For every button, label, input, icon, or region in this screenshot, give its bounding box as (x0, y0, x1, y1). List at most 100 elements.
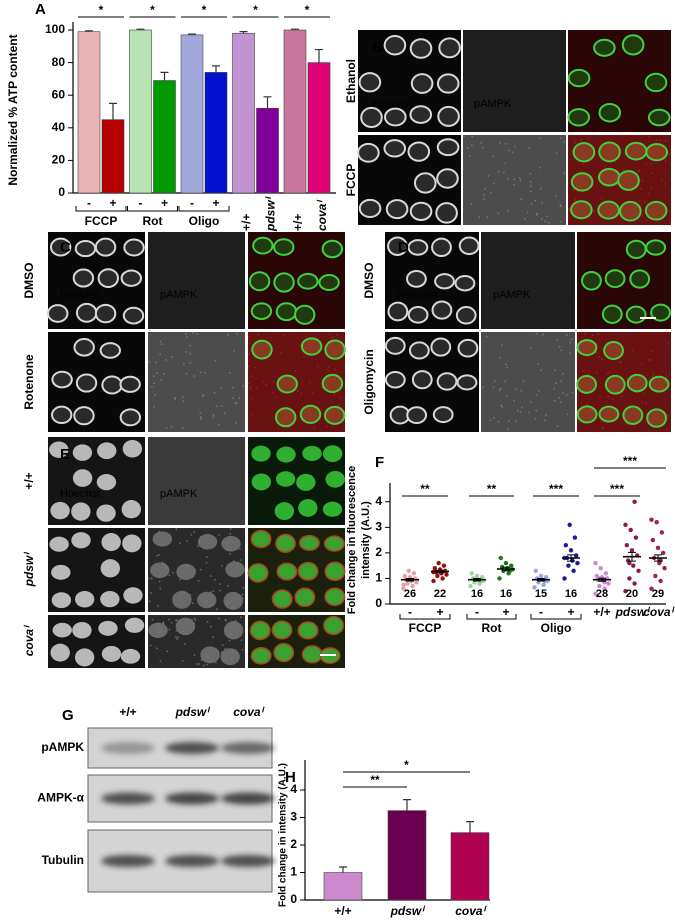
speckle (528, 146, 530, 149)
speckle (224, 412, 226, 414)
speckle (232, 560, 235, 562)
nucleus (570, 172, 594, 192)
speckle (220, 386, 222, 389)
x-tick-label: +/+ (593, 605, 610, 619)
data-point (503, 560, 509, 566)
speckle (165, 426, 168, 429)
speckle (213, 391, 216, 394)
speckle (325, 425, 328, 428)
speckle (184, 643, 186, 645)
nucleus (357, 142, 380, 163)
data-point (432, 566, 437, 571)
speckle (161, 561, 164, 564)
speckle (520, 198, 522, 201)
speckle (540, 369, 542, 371)
speckle (498, 170, 500, 173)
speckle (152, 375, 155, 377)
speckle (206, 663, 208, 666)
nucleus (152, 531, 173, 547)
bar (307, 62, 331, 194)
speckle (154, 394, 156, 396)
speckle (644, 201, 646, 203)
image-background (148, 232, 245, 329)
micrograph (385, 232, 480, 329)
nucleus (276, 374, 298, 394)
data-point (497, 576, 502, 581)
speckle (593, 210, 595, 212)
speckle (270, 336, 273, 339)
speckle (221, 564, 223, 567)
speckle (655, 138, 658, 141)
x-tick-label: covaⁱ (455, 904, 486, 918)
speckle (160, 343, 163, 345)
nucleus (597, 200, 620, 220)
sem-bar (502, 566, 510, 572)
speckle (238, 548, 241, 550)
x-tick-label: covaⁱ (643, 605, 674, 619)
nucleus (323, 615, 345, 636)
data-point (602, 580, 607, 585)
bar (256, 107, 279, 194)
nucleus (598, 405, 620, 423)
data-point (563, 543, 568, 548)
speckle (556, 425, 559, 427)
speckle (214, 359, 217, 362)
speckle (524, 218, 526, 220)
x-tick-label: + (161, 196, 168, 210)
speckle (240, 639, 243, 641)
speckle (504, 162, 507, 165)
speckle (556, 338, 559, 341)
speckle (151, 577, 153, 580)
speckle (176, 638, 178, 640)
speckle (198, 663, 201, 665)
speckle (272, 392, 274, 394)
blot-band (101, 792, 155, 805)
nucleus (645, 143, 669, 162)
y-tick-label: 0 (375, 596, 382, 610)
speckle (489, 419, 492, 421)
nucleus (271, 620, 293, 640)
speckle (158, 530, 160, 533)
speckle (555, 152, 558, 155)
x-tick-label: + (567, 605, 574, 619)
data-point (469, 571, 474, 576)
speckle (514, 145, 516, 148)
speckle (471, 135, 474, 138)
count-label: 16 (500, 588, 512, 600)
nucleus (436, 73, 460, 94)
speckle (648, 359, 650, 361)
nucleus (50, 501, 70, 520)
micrograph (248, 332, 346, 432)
speckle (540, 218, 543, 220)
speckle (503, 171, 505, 174)
data-point (623, 589, 628, 594)
bar (232, 32, 255, 194)
speckle (466, 146, 469, 149)
data-point (575, 560, 580, 566)
speckle (521, 406, 523, 409)
y-tick-label: 60 (52, 87, 66, 101)
speckle (212, 414, 215, 416)
data-point (633, 535, 639, 540)
speckle (538, 137, 541, 139)
data-point (597, 583, 602, 589)
speckle (185, 351, 187, 353)
speckle (569, 341, 572, 344)
speckle (606, 372, 609, 375)
speckle (200, 418, 202, 420)
speckle (251, 413, 254, 416)
nucleus (318, 274, 340, 292)
speckle (240, 616, 242, 619)
speckle (545, 414, 547, 416)
speckle (339, 397, 341, 399)
group-bracket (466, 614, 517, 620)
speckle (176, 619, 178, 621)
speckle (225, 619, 227, 622)
panel-letter: C (60, 239, 71, 256)
speckle (625, 422, 628, 425)
nucleus (96, 473, 117, 491)
nucleus (323, 405, 346, 425)
speckle (571, 338, 573, 341)
data-point (474, 573, 480, 579)
nucleus (98, 620, 118, 636)
